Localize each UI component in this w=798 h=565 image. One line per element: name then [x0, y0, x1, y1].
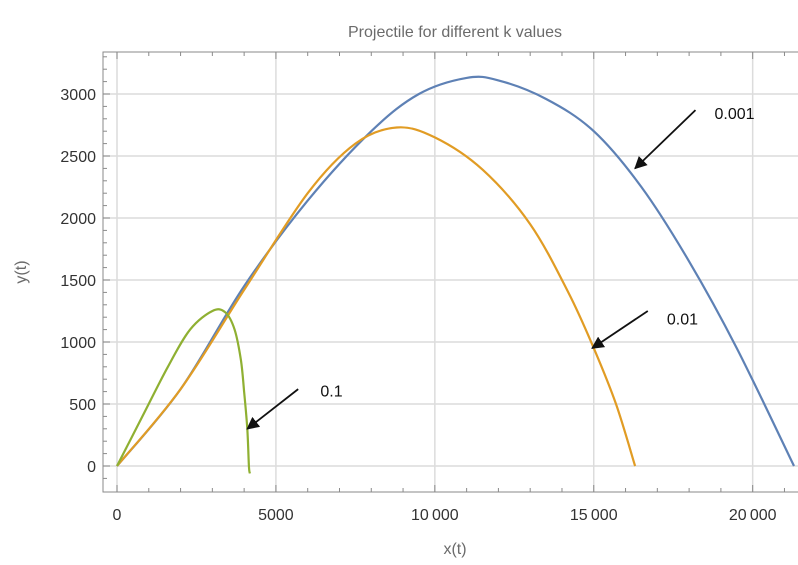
y-tick-label: 2500: [60, 149, 96, 166]
axis-ticks: [103, 52, 785, 492]
chart-title: Projectile for different k values: [348, 24, 562, 41]
y-tick-label: 1500: [60, 273, 96, 290]
x-tick-label: 10 000: [411, 507, 459, 524]
x-axis-label: x(t): [443, 541, 466, 558]
series-line-k-0-01: [116, 126, 637, 467]
y-tick-label: 0: [87, 459, 96, 476]
y-tick-label: 2000: [60, 211, 96, 228]
x-tick-label: 20 000: [729, 507, 777, 524]
annotation-label-0-001: 0.001: [715, 106, 755, 123]
series-lines: [116, 75, 795, 474]
annotation-arrow-0-001: [634, 109, 697, 170]
grid-lines: [103, 52, 798, 492]
annotation-arrow-0-01: [591, 310, 649, 349]
annotations: 0.001 0.01 0.1: [246, 106, 755, 430]
annotation-label-0-1: 0.1: [320, 384, 342, 401]
x-tick-label: 5000: [258, 507, 294, 524]
annotation-label-0-01: 0.01: [667, 312, 698, 329]
tick-labels: 0 5000 10 000 15 000 20 000 0 500 1000 1500 2000 2…: [60, 87, 776, 524]
series-line-k-0-1: [116, 308, 251, 474]
plot-frame: [102, 51, 798, 493]
x-tick-label: 15 000: [570, 507, 618, 524]
y-tick-label: 500: [69, 397, 96, 414]
annotation-arrow-0-1: [246, 388, 299, 430]
series-line-k-0-001: [116, 75, 795, 467]
y-tick-label: 3000: [60, 87, 96, 104]
y-tick-label: 1000: [60, 335, 96, 352]
x-tick-label: 0: [113, 507, 122, 524]
y-axis-label: y(t): [13, 260, 30, 283]
